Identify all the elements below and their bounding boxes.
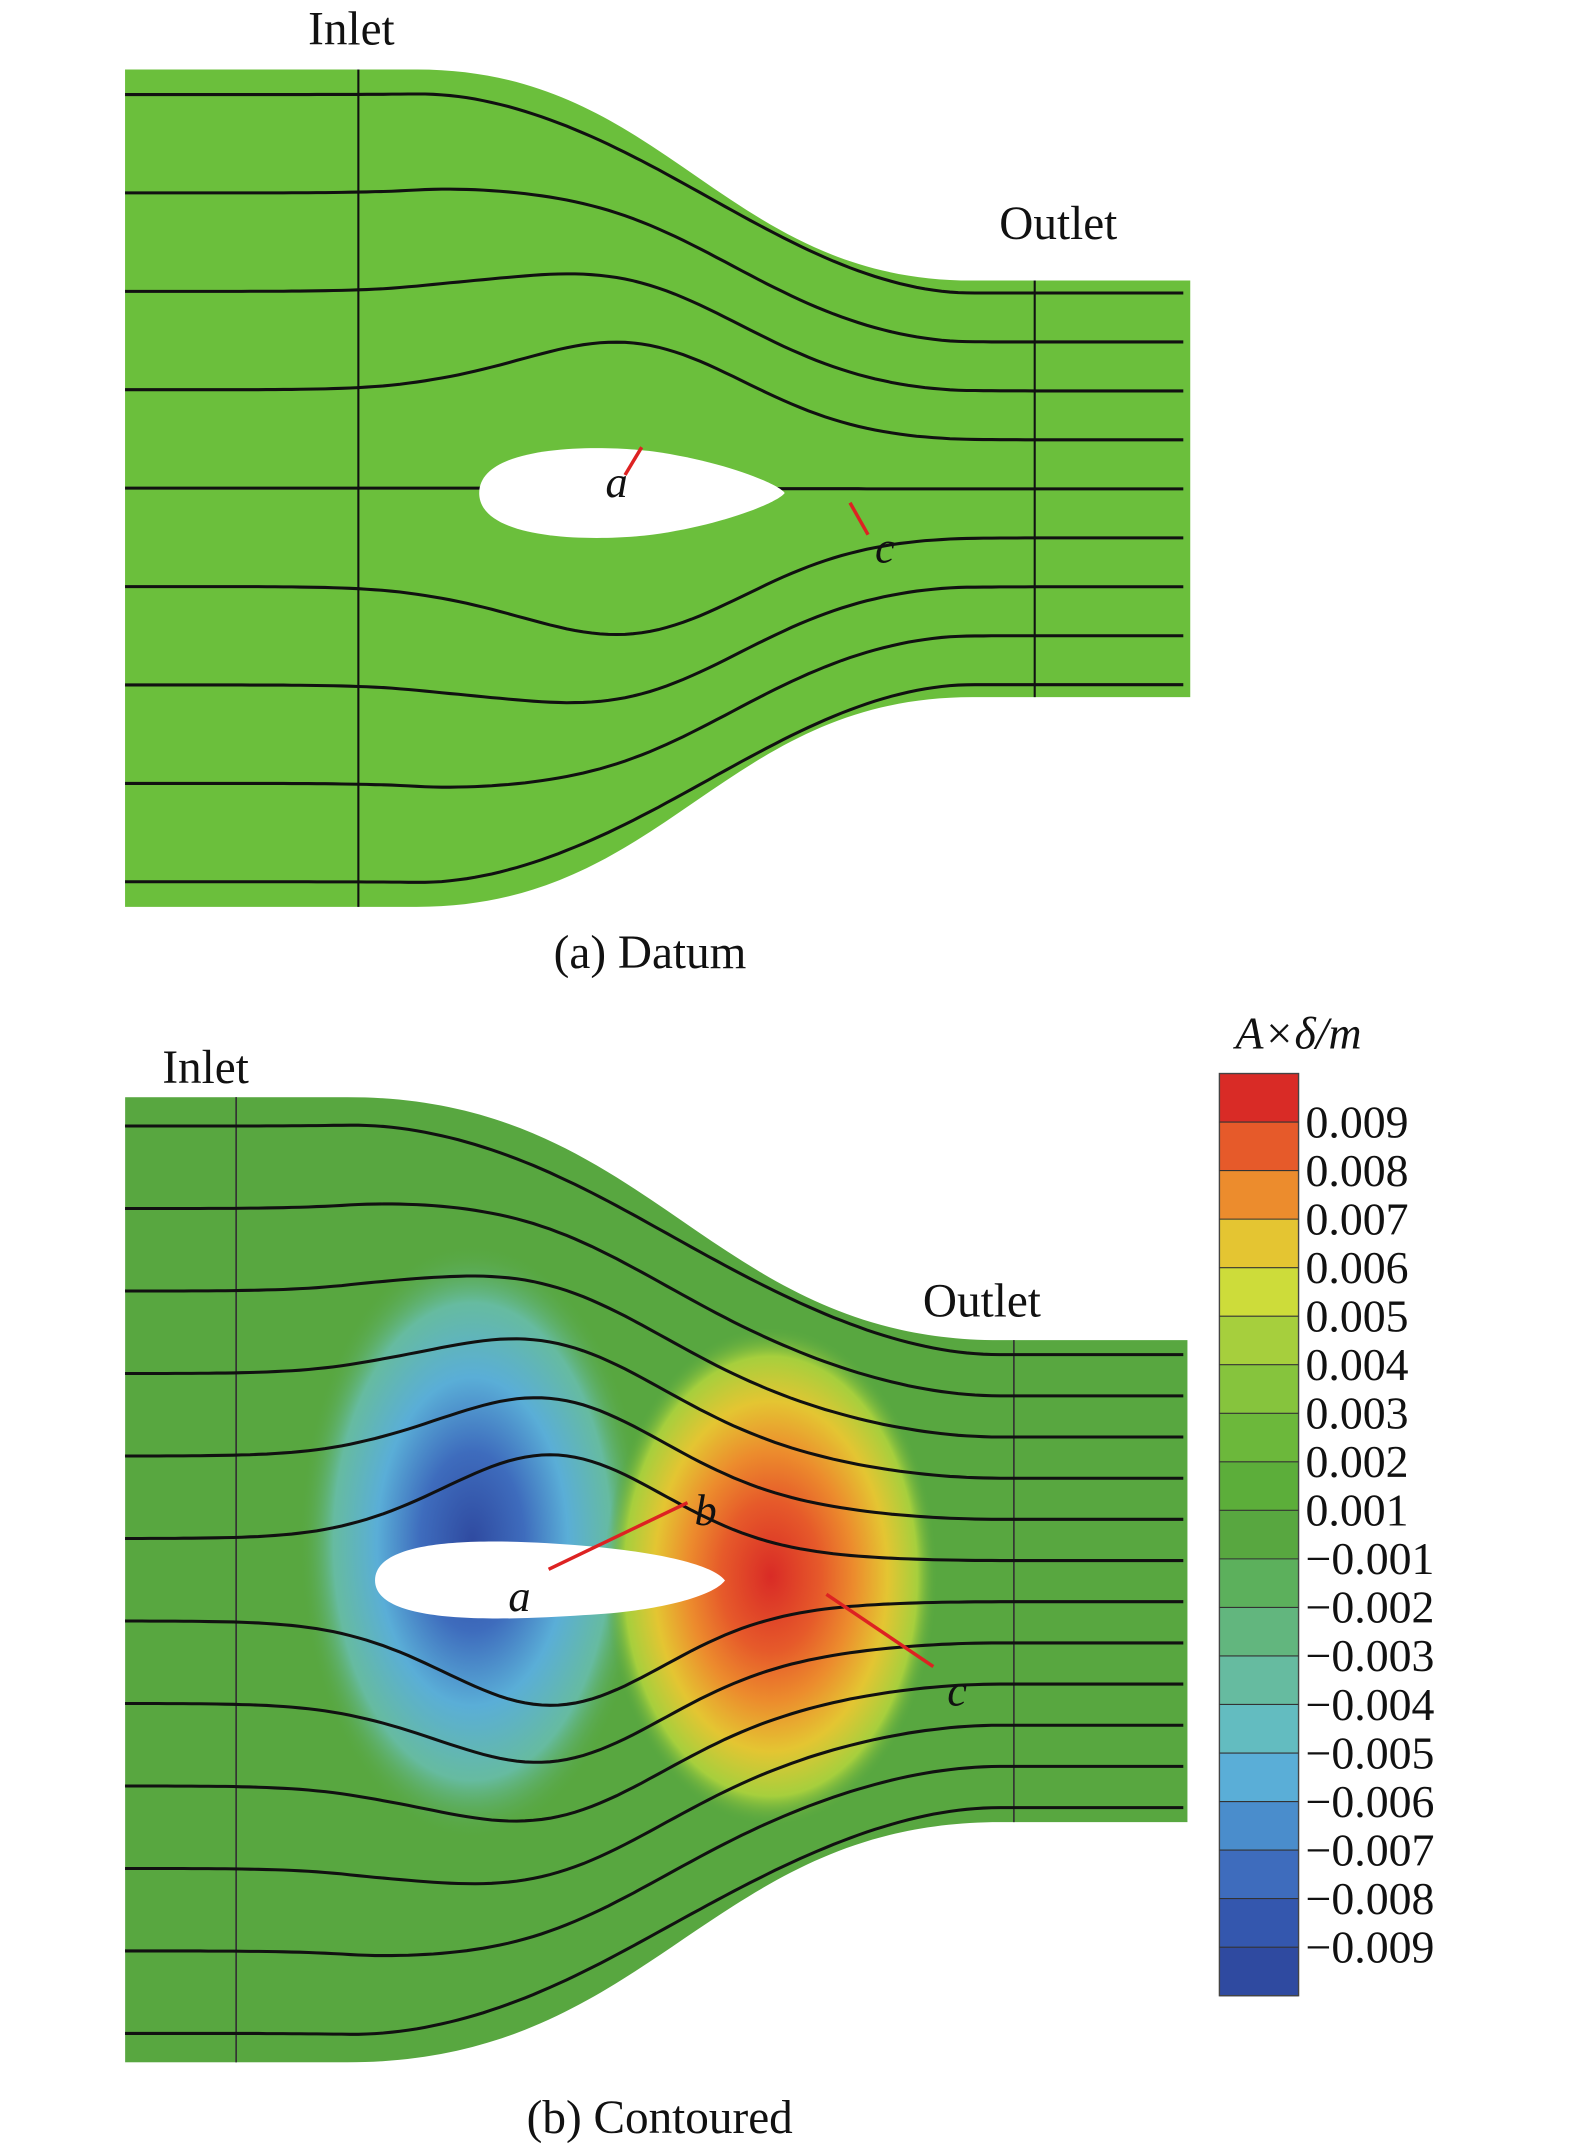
point-label: c bbox=[875, 522, 895, 572]
colorbar-band bbox=[1219, 1801, 1299, 1851]
airfoil bbox=[375, 1541, 726, 1619]
streamline bbox=[125, 1764, 1184, 1958]
streamline bbox=[125, 340, 1184, 442]
contour-positive bbox=[604, 1326, 938, 1827]
colorbar-band bbox=[1219, 1364, 1299, 1414]
colorbar-label: −0.001 bbox=[1306, 1533, 1435, 1584]
colorbar-band bbox=[1219, 1073, 1299, 1123]
streamline bbox=[125, 536, 1184, 637]
colorbar: A×δ/m 0.0090.0080.0070.0060.0050.0040.00… bbox=[1218, 1008, 1435, 1997]
marker bbox=[848, 501, 870, 536]
streamline bbox=[125, 634, 1184, 789]
colorbar-label: 0.009 bbox=[1306, 1096, 1409, 1147]
colorbar-band bbox=[1219, 1558, 1299, 1609]
colorbar-band bbox=[1219, 1267, 1299, 1317]
streamline bbox=[125, 1274, 1184, 1439]
colorbar-label: −0.009 bbox=[1306, 1921, 1435, 1972]
colorbar-band bbox=[1219, 1850, 1299, 1900]
colorbar-label: −0.004 bbox=[1306, 1679, 1435, 1730]
colorbar-band bbox=[1219, 1316, 1299, 1366]
colorbar-label: 0.003 bbox=[1306, 1388, 1409, 1439]
streamline bbox=[125, 1337, 1184, 1480]
panel-a: Inlet Outlet a c (a) Datum bbox=[125, 3, 1191, 979]
colorbar-label: 0.007 bbox=[1306, 1193, 1409, 1244]
streamline bbox=[125, 1202, 1184, 1398]
colorbar-label: 0.008 bbox=[1306, 1145, 1409, 1196]
streamline bbox=[125, 683, 1184, 884]
colorbar-label: −0.002 bbox=[1306, 1582, 1435, 1633]
colorbar-band bbox=[1219, 1122, 1299, 1172]
colorbar-band bbox=[1219, 1898, 1299, 1948]
marker bbox=[623, 446, 644, 476]
colorbar-frame bbox=[1218, 1072, 1300, 1997]
airfoil bbox=[479, 448, 785, 538]
panel-b: Inlet Outlet a b c (b) Contoured bbox=[125, 1042, 1188, 2144]
streamline bbox=[125, 1123, 1184, 1357]
colorbar-label: 0.001 bbox=[1306, 1485, 1409, 1536]
streamline bbox=[125, 1396, 1184, 1521]
inlet-label: Inlet bbox=[308, 3, 395, 55]
colorbar-label: 0.002 bbox=[1306, 1436, 1409, 1487]
point-label: c bbox=[947, 1665, 967, 1715]
inlet-label: Inlet bbox=[162, 1042, 249, 1094]
point-label: a bbox=[606, 457, 628, 507]
streamline bbox=[125, 1723, 1184, 1886]
streamline bbox=[125, 585, 1184, 705]
streamline bbox=[125, 187, 1184, 344]
streamline bbox=[125, 1641, 1184, 1764]
outlet-label: Outlet bbox=[999, 198, 1117, 250]
colorbar-label: 0.006 bbox=[1306, 1242, 1409, 1293]
marker bbox=[547, 1501, 689, 1571]
colorbar-band bbox=[1219, 1704, 1299, 1754]
colorbar-band bbox=[1219, 1607, 1299, 1657]
colorbar-band bbox=[1219, 1413, 1299, 1463]
point-label: b bbox=[694, 1485, 716, 1535]
streamline bbox=[125, 1806, 1184, 2036]
colorbar-label: −0.006 bbox=[1306, 1776, 1435, 1827]
point-label: a bbox=[508, 1571, 530, 1621]
colorbar-band bbox=[1219, 1655, 1299, 1706]
colorbar-label: 0.004 bbox=[1306, 1339, 1409, 1390]
contour-negative bbox=[298, 1242, 646, 1841]
streamline bbox=[125, 272, 1184, 393]
streamline bbox=[125, 1453, 1184, 1563]
colorbar-band bbox=[1219, 1947, 1299, 1997]
colorbar-band bbox=[1219, 1170, 1299, 1220]
colorbar-band bbox=[1219, 1753, 1299, 1803]
colorbar-label: 0.005 bbox=[1306, 1290, 1409, 1341]
streamline bbox=[125, 1600, 1184, 1707]
colorbar-band bbox=[1219, 1510, 1299, 1560]
colorbar-label: −0.008 bbox=[1306, 1873, 1435, 1924]
colorbar-label: −0.005 bbox=[1306, 1727, 1435, 1778]
streamline bbox=[125, 92, 1184, 295]
marker bbox=[825, 1592, 935, 1668]
outlet-label: Outlet bbox=[923, 1276, 1041, 1328]
colorbar-band bbox=[1219, 1219, 1299, 1269]
streamlines bbox=[125, 92, 1184, 884]
colorbar-label: −0.003 bbox=[1306, 1630, 1435, 1681]
caption: (a) Datum bbox=[554, 927, 747, 979]
streamlines bbox=[125, 1123, 1184, 2036]
streamline bbox=[125, 1682, 1184, 1823]
caption: (b) Contoured bbox=[527, 2092, 794, 2144]
colorbar-label: −0.007 bbox=[1306, 1824, 1435, 1875]
colorbar-title: A×δ/m bbox=[1233, 1008, 1362, 1059]
colorbar-band bbox=[1219, 1461, 1299, 1512]
